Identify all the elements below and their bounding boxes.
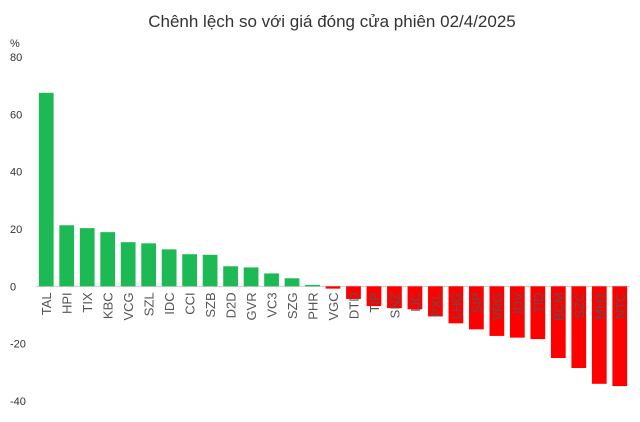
x-tick-label: SZG bbox=[285, 292, 300, 319]
bar-HPI bbox=[59, 225, 75, 287]
bar-SZC bbox=[571, 286, 587, 369]
bar-VCG bbox=[120, 242, 136, 287]
x-tick-label: SZB bbox=[203, 292, 218, 317]
x-tick-label: SNZ bbox=[387, 292, 402, 318]
bar-SIP bbox=[469, 286, 484, 330]
x-tick-label: D2D bbox=[224, 292, 239, 318]
x-tick-label: TAL bbox=[39, 292, 54, 315]
bar-TIX bbox=[79, 228, 95, 287]
bar-VC3 bbox=[264, 273, 279, 287]
x-tick-label: IDV bbox=[510, 292, 525, 314]
bar-IDC bbox=[161, 249, 177, 287]
bar-CCI bbox=[182, 254, 197, 287]
bar-LHG bbox=[448, 286, 464, 324]
y-tick-label: 60 bbox=[10, 109, 22, 121]
bar-PHR bbox=[305, 284, 320, 287]
bar-VRG bbox=[489, 286, 505, 336]
x-tick-label: KBC bbox=[101, 292, 116, 319]
x-tick-label: SZL bbox=[142, 292, 157, 316]
x-tick-label: GVR bbox=[244, 292, 259, 320]
x-tick-label: SZC bbox=[572, 292, 587, 318]
x-tick-label: IDC bbox=[162, 292, 177, 314]
x-tick-label: LHG bbox=[449, 292, 464, 319]
x-tick-label: TIX bbox=[80, 292, 95, 313]
bar-IJC bbox=[407, 286, 423, 310]
y-tick-label: -40 bbox=[10, 396, 26, 408]
x-tick-label: VCG bbox=[121, 292, 136, 320]
x-tick-label: CCI bbox=[183, 292, 198, 314]
bar-NTC bbox=[612, 286, 628, 387]
y-tick-label: 40 bbox=[10, 167, 22, 179]
x-tick-label: TIP bbox=[367, 292, 382, 312]
y-tick-label: 0 bbox=[10, 281, 16, 293]
x-tick-label: SIP bbox=[469, 292, 484, 313]
y-axis-unit: % bbox=[10, 38, 20, 50]
bar-IDV bbox=[509, 286, 525, 338]
bar-PXL bbox=[428, 286, 443, 317]
y-tick-label: 80 bbox=[10, 52, 22, 64]
x-tick-label: PHR bbox=[306, 292, 321, 319]
y-tick-label: 20 bbox=[10, 224, 22, 236]
x-tick-label: VRG bbox=[490, 292, 505, 320]
bar-SZB bbox=[202, 254, 218, 287]
bar-MH3 bbox=[591, 286, 607, 384]
bar-VGC bbox=[325, 286, 341, 289]
chart-title: Chênh lệch so với giá đóng cửa phiên 02/… bbox=[148, 12, 516, 31]
bar-TIP bbox=[366, 286, 382, 307]
x-tick-label: VGC bbox=[326, 292, 341, 320]
x-tick-label: HPI bbox=[60, 292, 75, 314]
bar-D2D bbox=[223, 266, 238, 287]
bar-KBC bbox=[100, 232, 116, 287]
x-tick-label: DTD bbox=[346, 292, 361, 319]
bar-SZG bbox=[284, 278, 300, 287]
x-tick-label: IJC bbox=[408, 292, 423, 312]
x-tick-label: VC3 bbox=[265, 292, 280, 317]
x-tick-label: BCM bbox=[551, 292, 566, 321]
x-tick-label: MH3 bbox=[592, 292, 607, 319]
x-tick-label: TID bbox=[531, 292, 546, 313]
bar-TID bbox=[530, 286, 546, 340]
x-tick-label: NTC bbox=[613, 292, 628, 319]
bar-BCM bbox=[550, 286, 566, 358]
bar-SZL bbox=[141, 243, 157, 287]
bar-DTD bbox=[346, 286, 361, 299]
x-tick-label: PXL bbox=[428, 292, 443, 317]
y-tick-label: -20 bbox=[10, 339, 26, 351]
bar-TAL bbox=[38, 92, 54, 287]
bar-SNZ bbox=[387, 286, 402, 309]
bar-GVR bbox=[243, 267, 259, 287]
